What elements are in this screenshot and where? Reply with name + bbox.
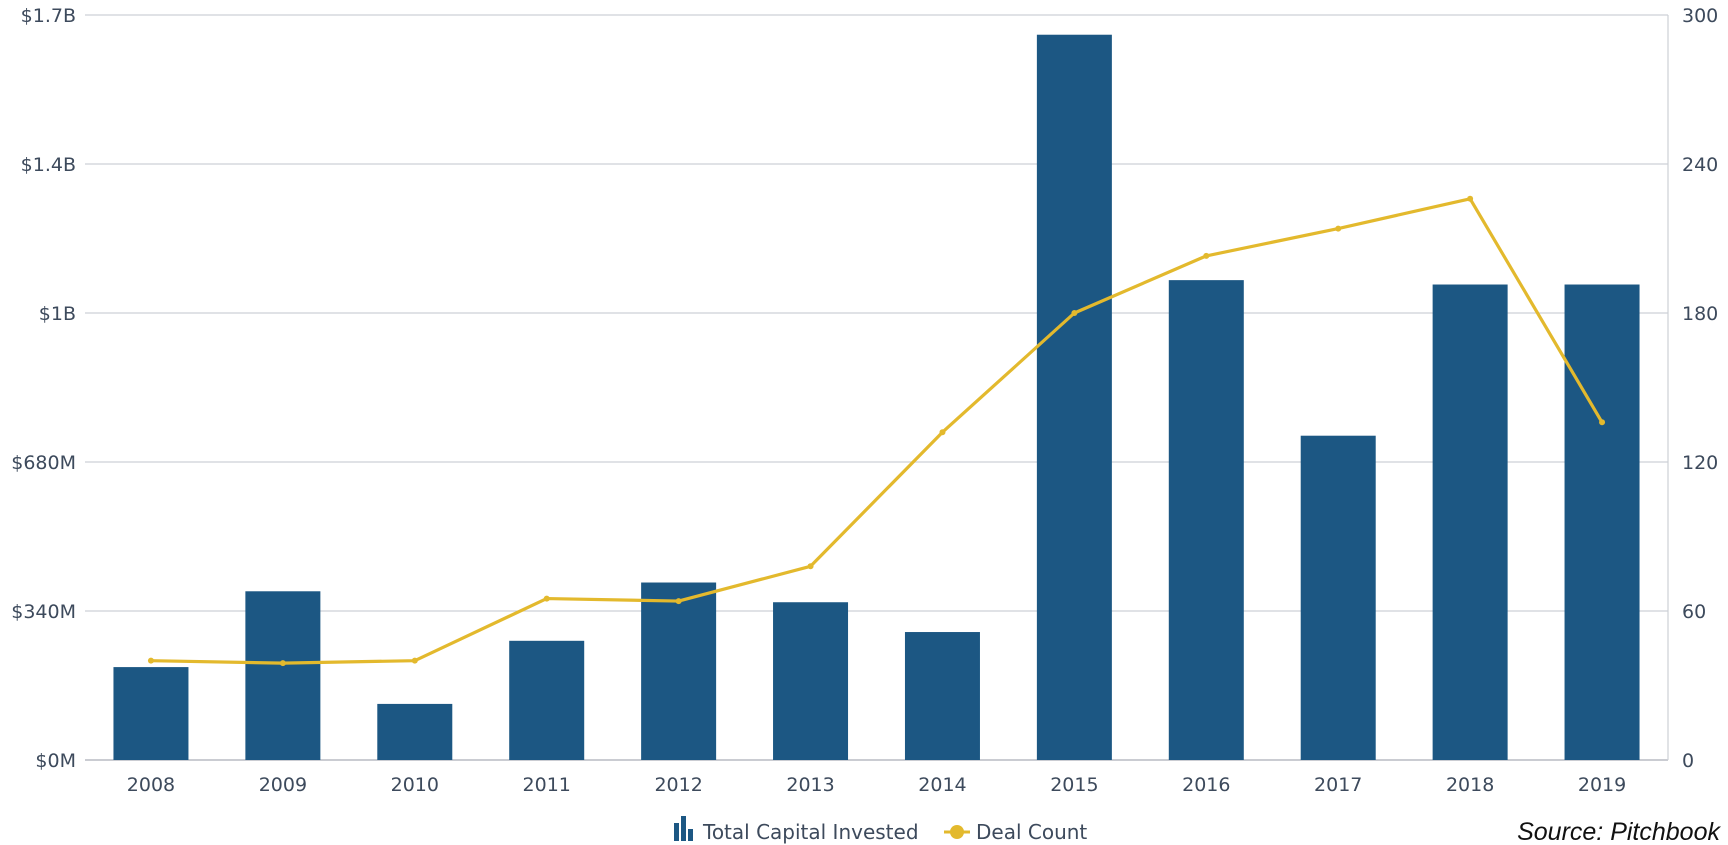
legend-item-bar[interactable]: Total Capital Invested	[674, 816, 919, 844]
deal-count-line[interactable]	[149, 197, 1604, 665]
y-left-tick-label: $340M	[11, 601, 76, 623]
x-axis: 2008 2009 2010 2011 2012 2013 2014 2015 2016 2017…	[127, 774, 1626, 796]
bar-2018[interactable]	[1432, 284, 1508, 760]
line-series	[147, 195, 1606, 667]
point-2013[interactable]	[807, 563, 814, 570]
point-2010[interactable]	[411, 657, 418, 664]
bar-series	[113, 34, 1640, 761]
point-2019[interactable]	[1599, 419, 1606, 426]
x-tick-label: 2016	[1182, 774, 1230, 796]
x-tick-label: 2018	[1446, 774, 1494, 796]
x-tick-label: 2011	[523, 774, 571, 796]
source-label: Source: Pitchbook	[1517, 818, 1721, 845]
left-axis: $0M $340M $680M $1B $1.4B $1.7B	[11, 5, 76, 772]
bar-2011[interactable]	[509, 640, 585, 760]
y-left-tick-label: $1.7B	[21, 5, 76, 27]
point-2015[interactable]	[1071, 310, 1078, 316]
legend-label-line: Deal Count	[976, 820, 1087, 844]
bar-chart-icon	[674, 816, 693, 841]
x-tick-label: 2010	[391, 774, 439, 796]
bar-2017[interactable]	[1300, 435, 1376, 760]
bar-2016[interactable]	[1168, 280, 1244, 760]
point-2018[interactable]	[1467, 195, 1474, 202]
x-tick-label: 2015	[1050, 774, 1098, 796]
y-left-tick-label: $0M	[35, 750, 76, 772]
y-right-tick-label: 0	[1682, 750, 1694, 772]
point-2009[interactable]	[279, 660, 286, 667]
y-right-tick-label: 60	[1682, 601, 1706, 623]
x-tick-label: 2008	[127, 774, 175, 796]
y-left-tick-label: $1B	[39, 303, 76, 325]
y-left-tick-label: $1.4B	[21, 154, 76, 176]
point-2011[interactable]	[543, 595, 550, 602]
x-tick-label: 2014	[918, 774, 966, 796]
legend-label-bar: Total Capital Invested	[702, 820, 919, 844]
point-2008[interactable]	[147, 657, 154, 664]
x-tick-label: 2013	[786, 774, 834, 796]
bar-2015[interactable]	[1036, 34, 1112, 761]
y-right-tick-label: 120	[1682, 452, 1718, 474]
x-tick-label: 2019	[1578, 774, 1626, 796]
y-right-tick-label: 300	[1682, 5, 1718, 27]
point-2014[interactable]	[939, 429, 946, 436]
x-tick-label: 2009	[259, 774, 307, 796]
y-right-tick-label: 240	[1682, 154, 1718, 176]
bar-2010[interactable]	[377, 703, 453, 760]
gridlines	[85, 14, 1669, 761]
bar-2014[interactable]	[904, 632, 980, 760]
line-marker-icon	[944, 825, 970, 839]
bar-2013[interactable]	[773, 602, 849, 760]
bar-2008[interactable]	[113, 667, 189, 760]
bar-2009[interactable]	[245, 591, 321, 760]
y-right-tick-label: 180	[1682, 303, 1718, 325]
legend-item-line[interactable]: Deal Count	[944, 820, 1087, 844]
bar-2019[interactable]	[1564, 284, 1640, 760]
y-left-tick-label: $680M	[11, 452, 76, 474]
right-axis: 0 60 120 180 240 300	[1682, 5, 1718, 772]
point-2012[interactable]	[675, 598, 682, 605]
point-2016[interactable]	[1203, 252, 1210, 259]
x-tick-label: 2017	[1314, 774, 1362, 796]
x-tick-label: 2012	[654, 774, 702, 796]
point-2017[interactable]	[1335, 225, 1342, 232]
bar-2012[interactable]	[641, 582, 717, 760]
legend: Total Capital Invested Deal Count	[674, 816, 1087, 844]
